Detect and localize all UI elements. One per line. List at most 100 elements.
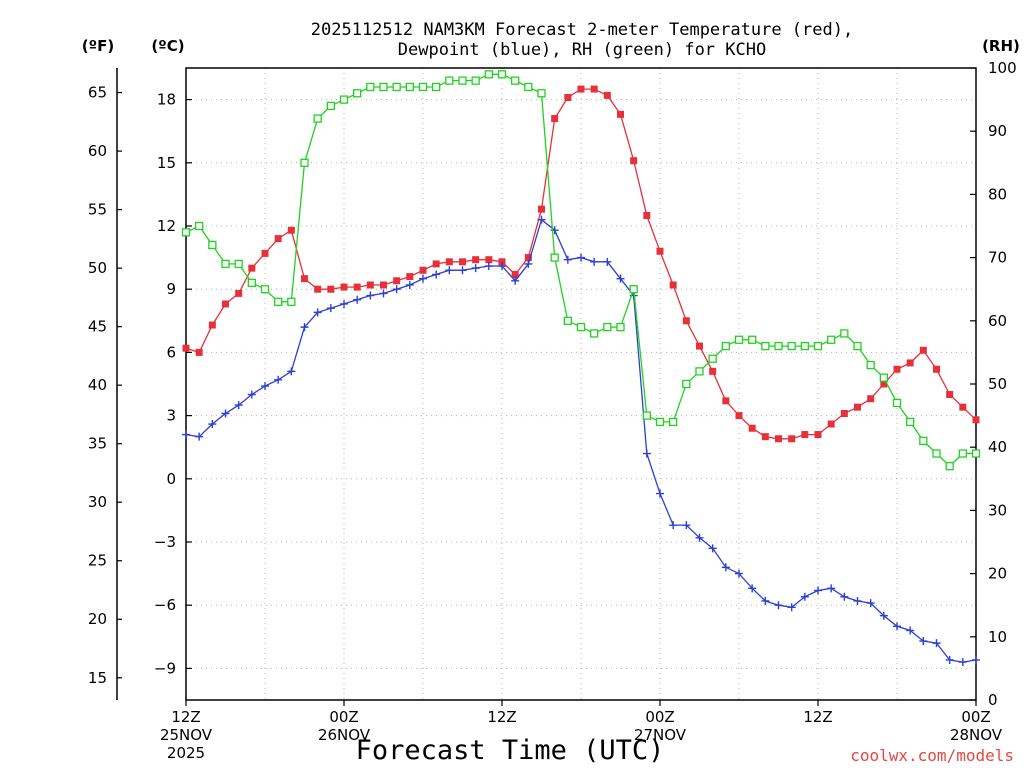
dewpoint-point (366, 291, 375, 300)
rh-point (919, 436, 928, 446)
series-temperature (182, 85, 980, 443)
temperature-point (696, 342, 703, 350)
temperature-point (380, 281, 387, 289)
rh-point (234, 259, 243, 269)
rh-point (287, 297, 296, 306)
rh-point (748, 335, 757, 344)
dewpoint-point (261, 382, 269, 391)
rh-point (458, 76, 467, 85)
axes (116, 67, 977, 706)
temperature-point (287, 226, 295, 234)
rh-point (511, 76, 520, 85)
dewpoint-point (972, 655, 980, 664)
temperature-point (208, 321, 216, 329)
x-tick-label: 00Z (329, 708, 358, 726)
temperature-point (182, 344, 190, 352)
rh-tick-label: 10 (988, 628, 1007, 646)
chart-title-line-1: 2025112512 NAM3KM Forecast 2-meter Tempe… (311, 20, 853, 40)
rh-point (392, 82, 401, 92)
rh-point (629, 285, 638, 294)
rh-point (221, 259, 230, 269)
dewpoint-point (945, 655, 954, 664)
dewpoint-point (405, 280, 414, 289)
grid-lines (186, 68, 976, 700)
dewpoint-point (524, 259, 533, 268)
rh-point (655, 417, 665, 427)
temperature-point (511, 270, 519, 278)
dewpoint-point (932, 639, 941, 648)
temperature-point (406, 273, 414, 281)
dewpoint-point (866, 599, 875, 608)
temperature-point (538, 205, 545, 213)
fahrenheit-tick-label: 45 (88, 318, 107, 336)
rh-point (497, 70, 507, 79)
temperature-point (353, 283, 361, 291)
dewpoint-point (774, 601, 783, 610)
celsius-tick-label: 0 (166, 470, 176, 488)
x-tick-label: 27NOV (634, 726, 687, 744)
dewpoint-point (669, 521, 678, 530)
dewpoint-point (563, 255, 572, 264)
dewpoint-point (642, 449, 651, 458)
x-tick-label: 00Z (961, 708, 990, 726)
temperature-point (261, 249, 269, 257)
rh-point (840, 329, 849, 338)
temperature-point (524, 254, 532, 262)
dewpoint-point (721, 563, 730, 572)
temperature-point (840, 409, 848, 417)
rh-point (405, 82, 414, 92)
series-rh (181, 70, 981, 471)
rh-point (774, 341, 783, 351)
temperature-point (761, 433, 769, 441)
temperature-point (590, 85, 598, 93)
chart-title-line-2: Dewpoint (blue), RH (green) for KCHO (398, 40, 766, 60)
temperature-point (893, 365, 901, 373)
rh-point (590, 329, 599, 338)
rh-tick-label: 30 (988, 501, 1007, 519)
rh-tick-label: 20 (988, 565, 1007, 583)
dewpoint-point (419, 274, 427, 283)
temperature-point (814, 431, 822, 439)
x-tick-label: 00Z (645, 708, 674, 726)
celsius-tick-label: 3 (166, 407, 176, 425)
dewpoint-point (432, 270, 441, 279)
fahrenheit-tick-label: 60 (88, 142, 107, 160)
dewpoint-point (735, 569, 743, 578)
temperature-point (959, 403, 967, 411)
rh-tick-label: 40 (988, 438, 1007, 456)
x-axis-label: Forecast Time (UTC) (356, 735, 665, 766)
rh-point (866, 360, 875, 370)
rh-point (353, 89, 362, 98)
x-tick-label: 12Z (171, 708, 200, 726)
temperature-point (366, 281, 374, 289)
rh-point (181, 228, 191, 237)
temperature-point (735, 412, 743, 420)
rh-point (932, 449, 941, 458)
dewpoint-point (537, 215, 546, 224)
rh-tick-label: 60 (988, 312, 1007, 330)
temperature-point (327, 285, 335, 293)
rh-point (300, 158, 309, 167)
temperature-point (788, 435, 796, 443)
rh-point (379, 82, 388, 92)
dewpoint-point (800, 592, 809, 601)
celsius-tick-label: 15 (157, 154, 176, 172)
temperature-point (419, 266, 427, 274)
series-dewpoint (182, 215, 980, 667)
rh-point (366, 82, 375, 92)
dewpoint-point (814, 586, 822, 595)
celsius-tick-label: −9 (154, 659, 176, 677)
dewpoint-point (603, 257, 612, 266)
temperature-point (301, 275, 308, 283)
temperature-point (577, 85, 585, 93)
dewpoint-point (695, 533, 704, 542)
rh-point (576, 322, 586, 332)
temperature-point (274, 235, 282, 243)
fahrenheit-tick-label: 40 (88, 376, 107, 394)
rh-point (813, 341, 823, 351)
rh-point (879, 373, 888, 382)
temperature-point (972, 416, 980, 424)
rh-tick-label: 80 (988, 185, 1007, 203)
dewpoint-point (484, 262, 493, 271)
dewpoint-point (906, 626, 915, 635)
